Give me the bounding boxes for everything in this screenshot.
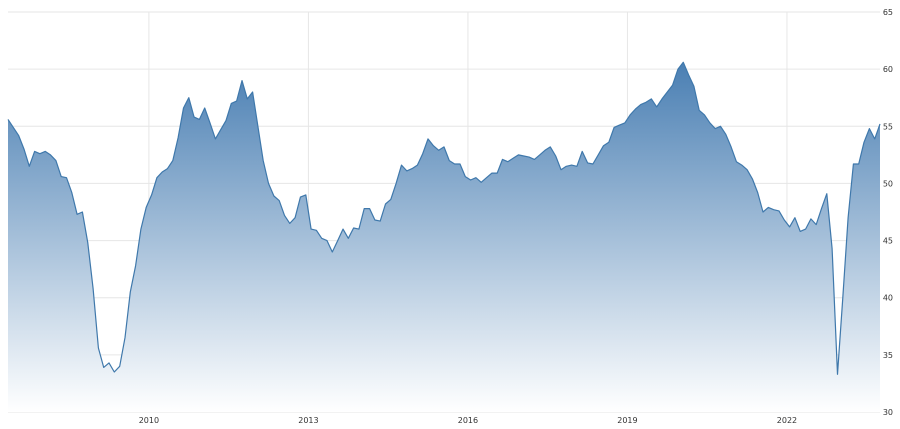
x-tick-label: 2019 bbox=[617, 416, 637, 425]
series-area-fill bbox=[8, 62, 880, 413]
series-line bbox=[7, 61, 881, 375]
y-tick-label: 60 bbox=[883, 65, 893, 74]
x-tick-label: 2010 bbox=[139, 416, 159, 425]
y-axis-ticks: 30 35 40 45 50 55 60 65 bbox=[883, 8, 893, 417]
x-tick-label: 2016 bbox=[458, 416, 478, 425]
x-tick-label: 2013 bbox=[298, 416, 318, 425]
x-axis-ticks: 2010 2013 2016 2019 2022 bbox=[139, 416, 797, 425]
y-tick-label: 45 bbox=[883, 237, 893, 246]
y-tick-label: 30 bbox=[883, 408, 893, 417]
y-tick-label: 40 bbox=[883, 294, 893, 303]
y-tick-label: 35 bbox=[883, 351, 893, 360]
y-tick-label: 65 bbox=[883, 8, 893, 17]
series-area bbox=[7, 61, 881, 413]
x-tick-label: 2022 bbox=[777, 416, 797, 425]
y-tick-label: 50 bbox=[883, 179, 893, 188]
y-tick-label: 55 bbox=[883, 122, 893, 131]
